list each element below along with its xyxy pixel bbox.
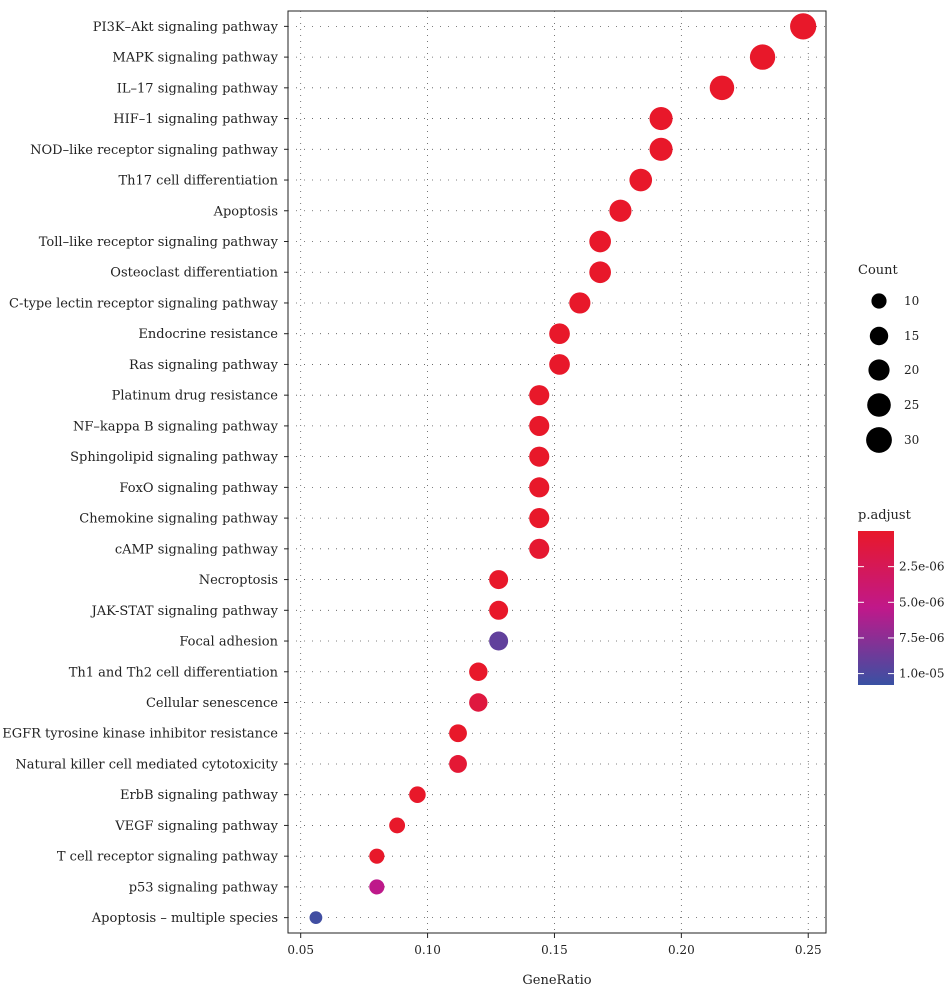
data-point bbox=[549, 323, 570, 345]
count-legend-dot bbox=[869, 326, 889, 346]
padjust-tick-label: 2.5e-06 bbox=[899, 560, 945, 574]
data-point bbox=[529, 538, 550, 559]
category-label: Endocrine resistance bbox=[138, 327, 278, 342]
count-legend-label: 25 bbox=[904, 398, 919, 412]
category-label: Toll–like receptor signaling pathway bbox=[39, 235, 279, 250]
category-label: NOD–like receptor signaling pathway bbox=[30, 143, 279, 158]
data-point bbox=[449, 755, 467, 773]
x-tick-label: 0.15 bbox=[541, 943, 568, 957]
category-label: Ras signaling pathway bbox=[129, 358, 279, 373]
padjust-legend: p.adjust 2.5e-06 5.0e-06 7.5e-06 1.0e-05 bbox=[858, 508, 945, 685]
data-point bbox=[749, 44, 776, 70]
data-point bbox=[629, 168, 653, 192]
padjust-tick-label: 5.0e-06 bbox=[899, 595, 945, 609]
data-point bbox=[369, 848, 385, 864]
data-point bbox=[409, 786, 426, 803]
category-label: C-type lectin receptor signaling pathway bbox=[9, 296, 279, 311]
category-label: Sphingolipid signaling pathway bbox=[70, 450, 278, 465]
category-label: Chemokine signaling pathway bbox=[79, 512, 278, 527]
data-point bbox=[589, 230, 611, 253]
data-point bbox=[649, 137, 673, 161]
data-point bbox=[709, 75, 735, 101]
x-tick-label: 0.10 bbox=[414, 943, 441, 957]
category-label: T cell receptor signaling pathway bbox=[57, 850, 279, 865]
data-point bbox=[790, 13, 817, 40]
category-label: Apoptosis bbox=[213, 204, 278, 219]
category-label: VEGF signaling pathway bbox=[114, 819, 278, 834]
category-label: Necroptosis bbox=[199, 573, 278, 588]
data-point bbox=[589, 261, 611, 284]
count-legend-dot bbox=[871, 293, 887, 309]
padjust-legend-title: p.adjust bbox=[858, 508, 912, 523]
count-legend: Count 10 15 20 25 30 bbox=[858, 263, 919, 453]
x-tick-label: 0.20 bbox=[668, 943, 695, 957]
data-point bbox=[469, 693, 488, 712]
count-legend-dot bbox=[868, 359, 890, 381]
category-label: ErbB signaling pathway bbox=[120, 788, 279, 803]
category-label: Natural killer cell mediated cytotoxicit… bbox=[15, 757, 278, 772]
data-point bbox=[489, 570, 509, 590]
category-label: NF–kappa B signaling pathway bbox=[73, 419, 279, 434]
category-labels: PI3K–Akt signaling pathway MAPK signaling… bbox=[2, 20, 288, 926]
category-label: HIF–1 signaling pathway bbox=[113, 112, 278, 127]
padjust-tick-label: 7.5e-06 bbox=[899, 631, 945, 645]
count-legend-dot bbox=[866, 427, 892, 453]
category-label: JAK-STAT signaling pathway bbox=[90, 604, 279, 619]
category-label: Osteoclast differentiation bbox=[110, 266, 278, 281]
category-label: Apoptosis – multiple species bbox=[91, 911, 278, 926]
category-label: EGFR tyrosine kinase inhibitor resistanc… bbox=[2, 727, 278, 742]
count-legend-dot bbox=[867, 393, 891, 417]
count-legend-label: 10 bbox=[904, 294, 919, 308]
x-tick-label: 0.05 bbox=[287, 943, 314, 957]
category-label: IL–17 signaling pathway bbox=[117, 81, 279, 96]
category-label: Th1 and Th2 cell differentiation bbox=[69, 665, 279, 680]
category-label: Cellular senescence bbox=[146, 696, 278, 711]
data-point bbox=[389, 817, 406, 834]
x-axis-title: GeneRatio bbox=[522, 973, 591, 988]
count-legend-label: 30 bbox=[904, 433, 919, 447]
data-point bbox=[489, 631, 509, 651]
category-label: Th17 cell differentiation bbox=[118, 174, 278, 189]
data-point bbox=[309, 911, 323, 925]
data-point bbox=[529, 508, 550, 529]
data-point bbox=[649, 106, 673, 131]
count-legend-label: 15 bbox=[904, 329, 919, 343]
padjust-colorbar bbox=[858, 531, 894, 685]
data-point bbox=[569, 292, 591, 314]
data-point bbox=[529, 385, 550, 406]
data-point bbox=[449, 724, 467, 743]
category-label: FoxO signaling pathway bbox=[119, 481, 278, 496]
category-label: cAMP signaling pathway bbox=[115, 542, 279, 557]
count-legend-label: 20 bbox=[904, 363, 919, 377]
category-label: Focal adhesion bbox=[179, 635, 278, 650]
category-label: PI3K–Akt signaling pathway bbox=[93, 20, 279, 35]
data-point bbox=[549, 354, 570, 375]
data-point bbox=[529, 415, 550, 436]
category-label: Platinum drug resistance bbox=[112, 389, 279, 404]
data-point bbox=[369, 879, 385, 895]
category-label: MAPK signaling pathway bbox=[112, 51, 278, 66]
x-axis: 0.05 0.10 0.15 0.20 0.25 bbox=[287, 933, 822, 957]
data-points bbox=[309, 13, 817, 925]
plot-panel bbox=[287, 10, 827, 934]
data-point bbox=[489, 600, 509, 620]
data-point bbox=[469, 662, 488, 681]
padjust-tick-label: 1.0e-05 bbox=[899, 667, 945, 681]
data-point bbox=[529, 446, 550, 467]
data-point bbox=[529, 477, 550, 498]
data-point bbox=[609, 199, 632, 222]
grid-lines bbox=[288, 11, 826, 933]
category-label: p53 signaling pathway bbox=[129, 880, 279, 895]
x-tick-label: 0.25 bbox=[795, 943, 822, 957]
count-legend-title: Count bbox=[858, 263, 899, 278]
